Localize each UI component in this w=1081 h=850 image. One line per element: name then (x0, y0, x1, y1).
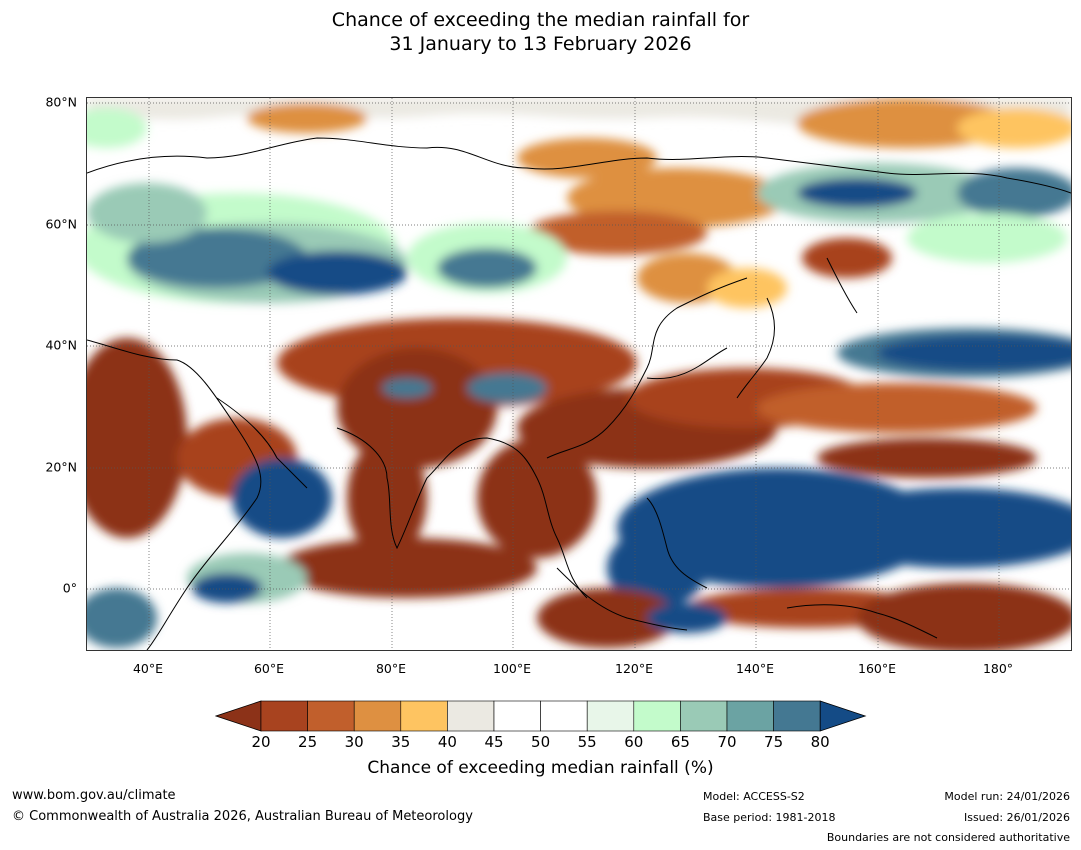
colorbar-segment (773, 700, 821, 732)
colorbar-segment (633, 700, 681, 732)
footer-issued: Issued: 26/01/2026 (963, 811, 1070, 824)
coastlines (87, 137, 1071, 650)
colorbar-extend-low (215, 700, 262, 732)
colorbar-segment (260, 700, 308, 732)
footer-disclaimer: Boundaries are not considered authoritat… (826, 831, 1070, 844)
colorbar-tick-label: 35 (391, 733, 411, 751)
colorbar-tick-label: 80 (810, 733, 830, 751)
colorbar-extend-high (819, 700, 867, 732)
colorbar-tick-label: 55 (577, 733, 597, 751)
lon-label-140e: 140°E (735, 661, 775, 676)
colorbar-segment (540, 700, 588, 732)
footer-model-run: Model run: 24/01/2026 (944, 790, 1070, 803)
colorbar-tick-label: 60 (624, 733, 644, 751)
title-line-2: 31 January to 13 February 2026 (389, 33, 692, 55)
lon-label-40e: 40°E (132, 661, 164, 676)
lat-label-0: 0° (62, 580, 77, 596)
colorbar-segment (400, 700, 448, 732)
lon-label-180: 180° (982, 661, 1014, 676)
title-line-1: Chance of exceeding the median rainfall … (331, 9, 750, 31)
colorbar-tick-label: 50 (531, 733, 551, 751)
colorbar-segment (726, 700, 774, 732)
colorbar (215, 700, 867, 732)
colorbar-segment (307, 700, 355, 732)
colorbar-label: Chance of exceeding median rainfall (%) (367, 758, 714, 778)
footer-website: www.bom.gov.au/climate (12, 788, 176, 803)
lat-label-40n: 40°N (45, 337, 77, 353)
colorbar-tick-label: 70 (717, 733, 737, 751)
colorbar-tick-label: 40 (437, 733, 457, 751)
colorbar-tick-label: 25 (298, 733, 318, 751)
colorbar-tick-label: 30 (344, 733, 364, 751)
rainfall-shading (87, 98, 1071, 650)
colorbar-tick-label: 20 (251, 733, 271, 751)
lon-label-60e: 60°E (253, 661, 285, 676)
lon-label-80e: 80°E (375, 661, 407, 676)
lat-label-60n: 60°N (45, 216, 77, 232)
lat-label-80n: 80°N (45, 94, 77, 110)
footer-copyright: © Commonwealth of Australia 2026, Austra… (12, 809, 473, 824)
footer-base-period: Base period: 1981-2018 (703, 811, 836, 824)
lon-label-160e: 160°E (857, 661, 897, 676)
colorbar-tick-label: 65 (670, 733, 690, 751)
map-title: Chance of exceeding the median rainfall … (0, 8, 1081, 56)
lon-label-100e: 100°E (492, 661, 532, 676)
colorbar-tick-label: 45 (484, 733, 504, 751)
colorbar-segment (680, 700, 728, 732)
colorbar-segment (493, 700, 541, 732)
colorbar-segment (447, 700, 495, 732)
lat-label-20n: 20°N (45, 459, 77, 475)
colorbar-segment (353, 700, 402, 732)
colorbar-tick-label: 75 (764, 733, 784, 751)
map-canvas (87, 98, 1071, 650)
footer-model: Model: ACCESS-S2 (703, 790, 805, 803)
rainfall-map (86, 97, 1072, 651)
colorbar-segment (586, 700, 635, 732)
lon-label-120e: 120°E (614, 661, 654, 676)
